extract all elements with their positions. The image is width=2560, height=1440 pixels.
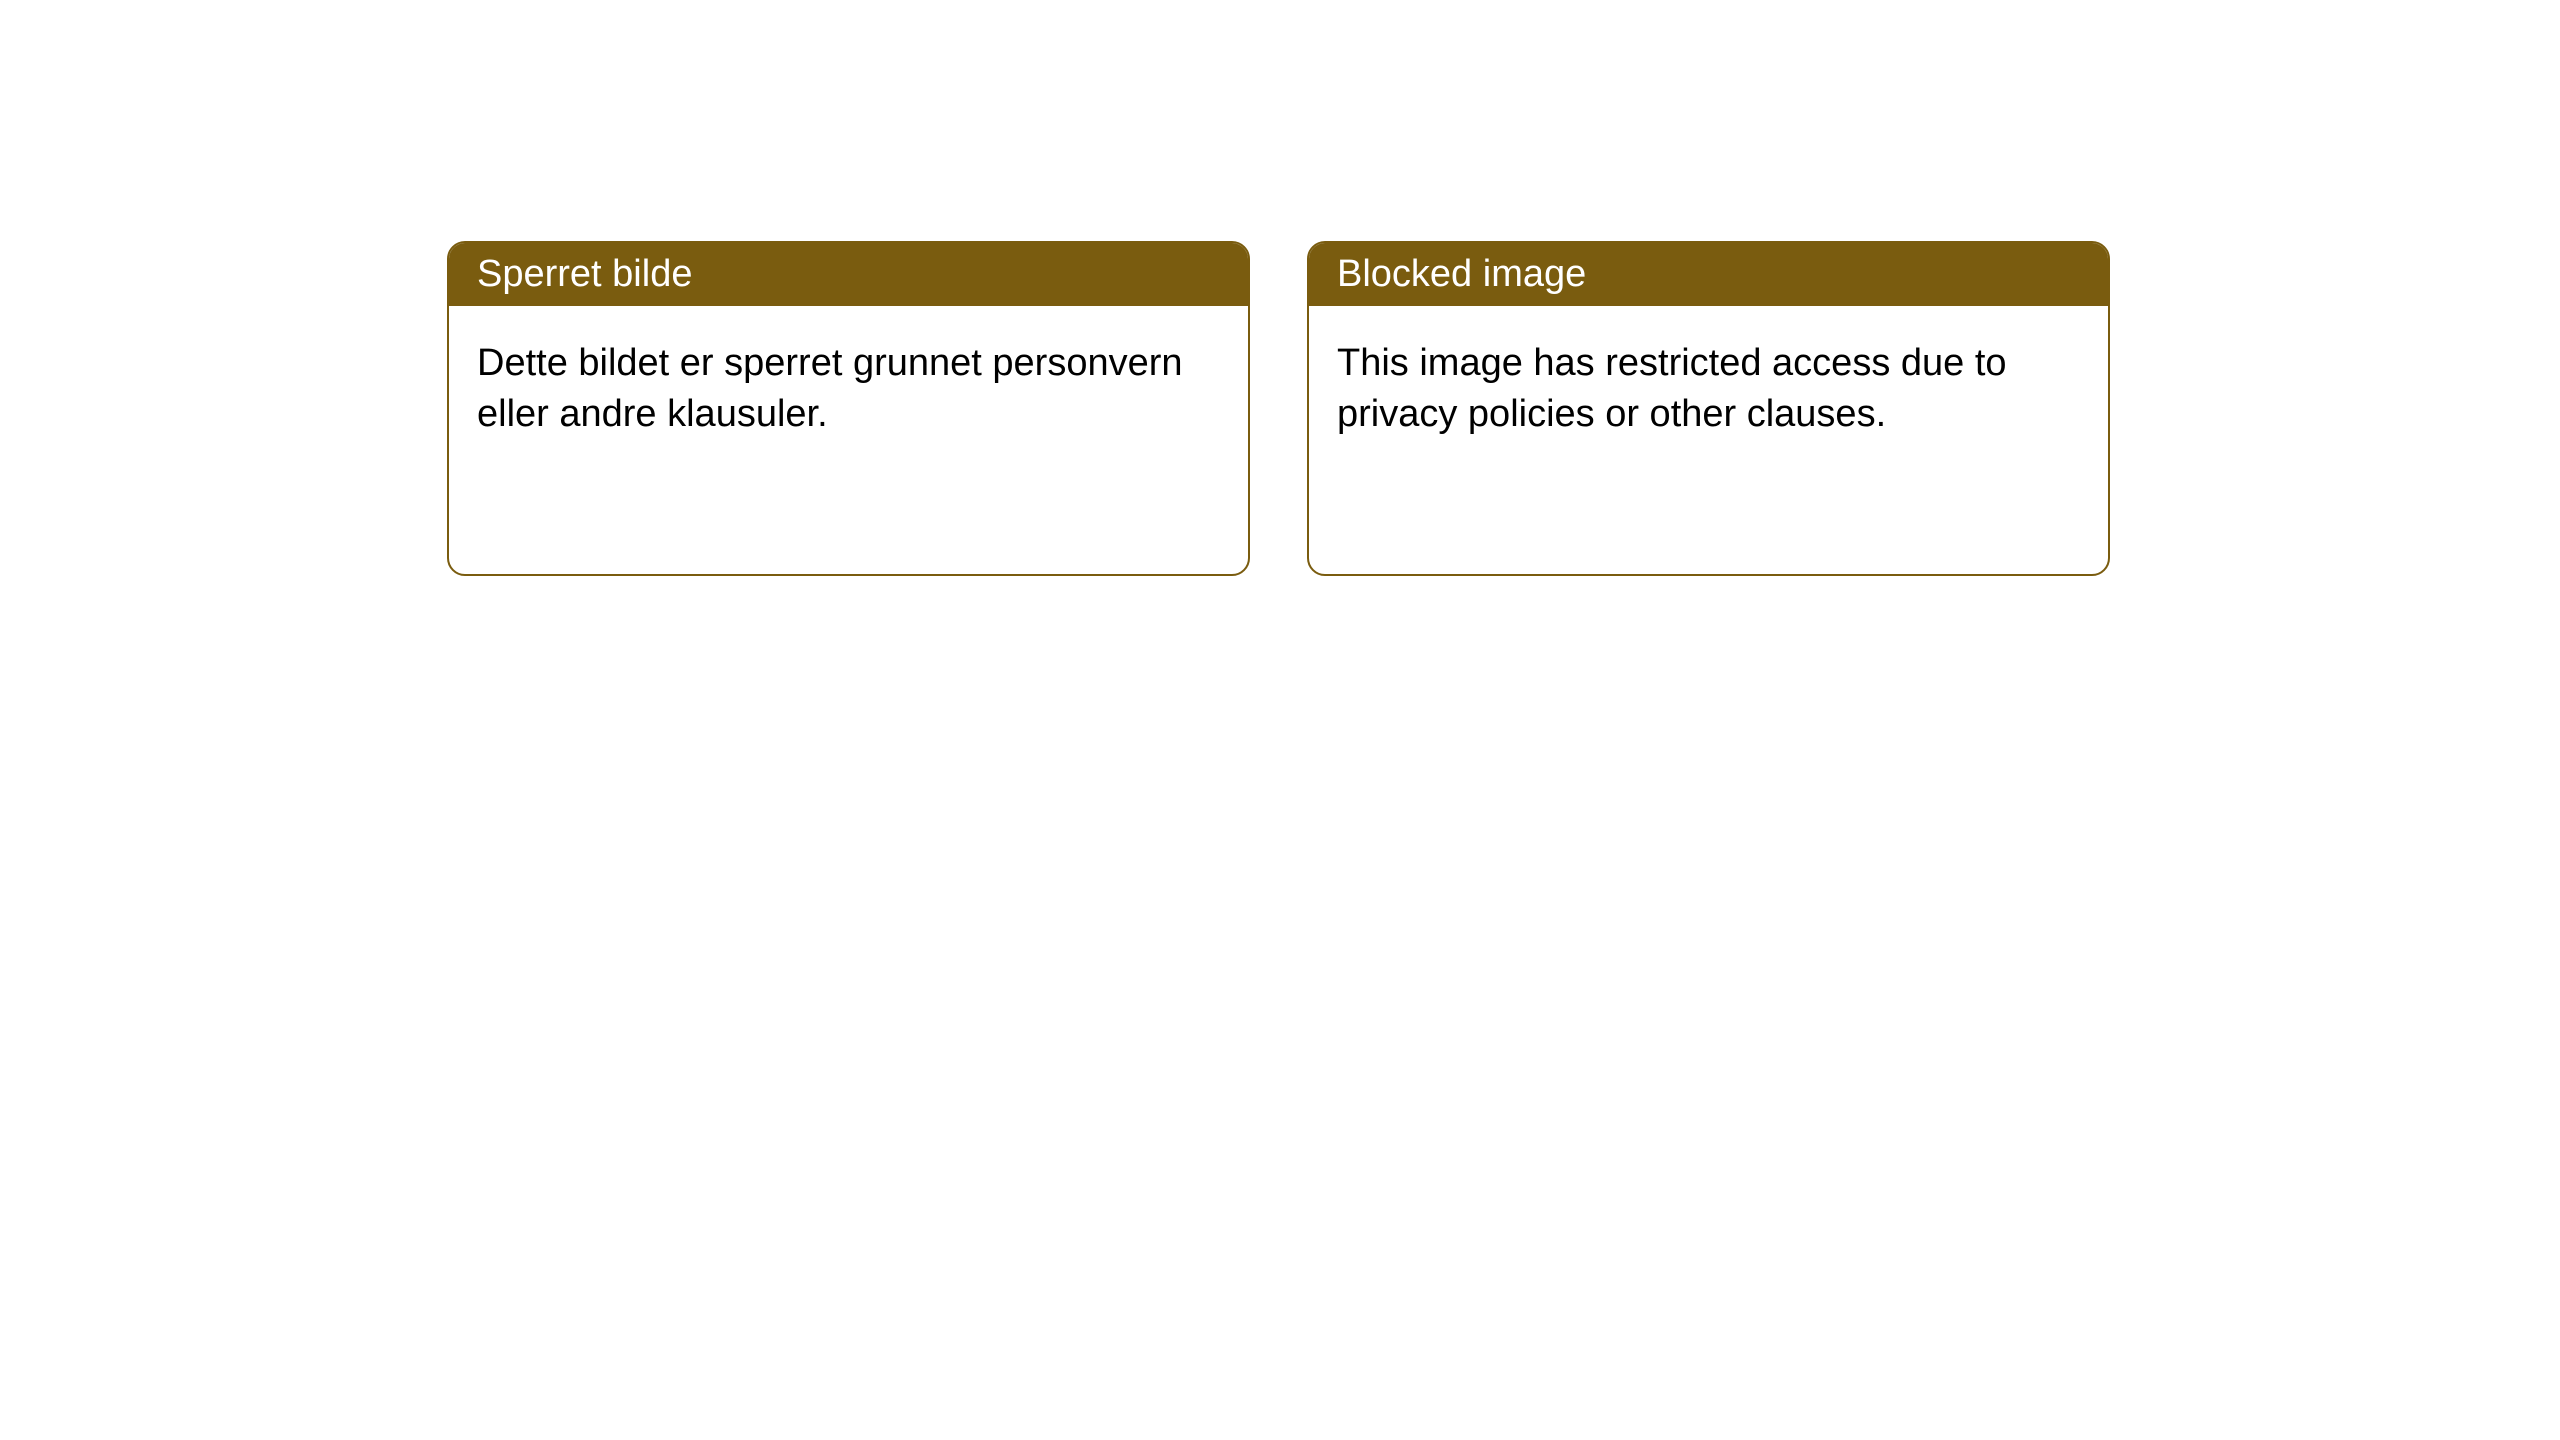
notice-body-text: This image has restricted access due to …	[1337, 342, 2007, 435]
notice-body: This image has restricted access due to …	[1309, 306, 2108, 473]
notice-card-english: Blocked image This image has restricted …	[1307, 241, 2110, 576]
notice-body-text: Dette bildet er sperret grunnet personve…	[477, 342, 1183, 435]
notice-title: Sperret bilde	[477, 253, 692, 295]
notice-card-norwegian: Sperret bilde Dette bildet er sperret gr…	[447, 241, 1250, 576]
notice-title: Blocked image	[1337, 253, 1586, 295]
notice-header: Sperret bilde	[449, 243, 1248, 306]
notice-header: Blocked image	[1309, 243, 2108, 306]
notice-container: Sperret bilde Dette bildet er sperret gr…	[447, 241, 2110, 576]
notice-body: Dette bildet er sperret grunnet personve…	[449, 306, 1248, 473]
